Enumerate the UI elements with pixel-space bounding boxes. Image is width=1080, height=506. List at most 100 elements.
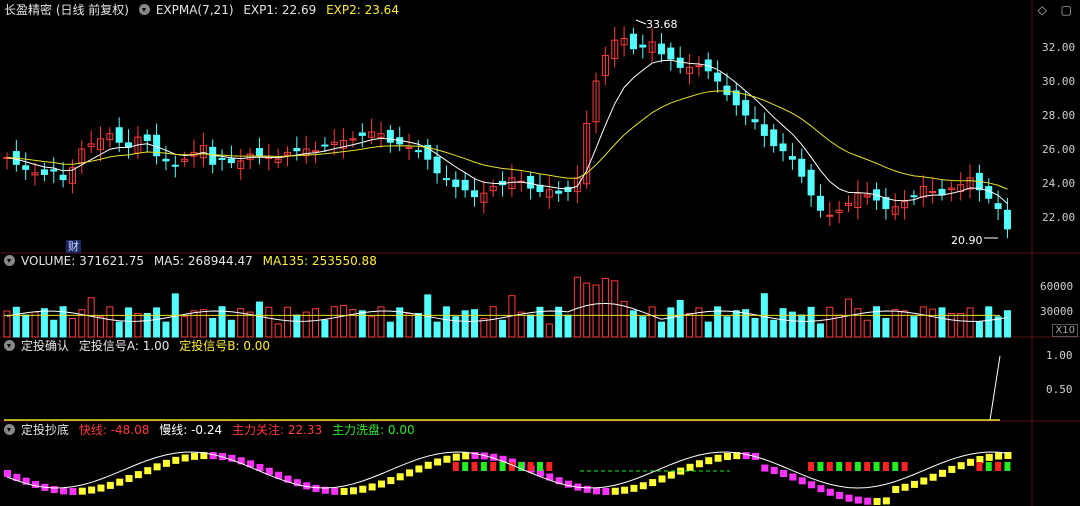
volume-bar xyxy=(770,319,778,338)
exp1-line xyxy=(6,59,1008,205)
bottom-signal-block xyxy=(32,481,40,489)
volume-bar xyxy=(929,308,937,338)
bottom-signal-block xyxy=(293,479,301,487)
candle-body xyxy=(985,186,993,199)
vol-tick-60000: 60000 xyxy=(1040,280,1074,293)
confirm-header: 定投确认 定投信号A: 1.00 定投信号B: 0.00 xyxy=(4,338,276,354)
bottom-signal-block xyxy=(387,477,395,485)
volume-bar xyxy=(284,306,291,338)
bottom-signal-block xyxy=(144,467,152,475)
volume-bar xyxy=(873,306,881,338)
volume-bar xyxy=(246,311,254,338)
candle-body xyxy=(695,65,703,68)
fast-line-value: 快线: -48.08 xyxy=(78,423,150,437)
volume-bar xyxy=(153,307,161,338)
bottom-signal-block xyxy=(116,478,124,486)
bottom-signal-block xyxy=(443,455,451,463)
candle-body xyxy=(471,190,478,198)
volume-bar xyxy=(676,300,684,338)
volume-bar xyxy=(255,301,263,338)
main-attention-block xyxy=(490,462,497,471)
diamond-icon[interactable]: ◇ xyxy=(1037,3,1047,17)
candle-body xyxy=(938,188,946,196)
ma5-value: MA5: 268944.47 xyxy=(153,254,253,268)
candle-body xyxy=(218,157,226,160)
candle-body xyxy=(321,144,329,147)
signal-b-value: 定投信号B: 0.00 xyxy=(179,339,271,353)
finance-tag[interactable]: 财 xyxy=(66,240,81,253)
main-attention-block xyxy=(518,462,525,471)
candle-body xyxy=(966,177,974,190)
bottom-signal-block xyxy=(854,496,862,504)
volume-bar xyxy=(115,321,123,338)
bottom-signal-block xyxy=(536,469,544,477)
candle-body xyxy=(97,138,104,151)
bottom-signal-block xyxy=(256,463,264,471)
y-tick-26: 26.00 xyxy=(1042,143,1076,156)
candle-body xyxy=(284,151,291,156)
candle-body xyxy=(162,158,170,162)
candle-body xyxy=(1003,209,1011,230)
bottom-signal-block xyxy=(228,454,236,462)
bottom-signal-block xyxy=(406,469,414,477)
volume-bar xyxy=(919,306,927,338)
main-title: 长盈精密 (日线 前复权) xyxy=(4,3,129,17)
candle-body xyxy=(480,192,488,203)
volume-bar xyxy=(910,316,918,338)
candle-body xyxy=(106,133,114,141)
volume-bar xyxy=(349,309,357,338)
candle-body xyxy=(414,150,422,153)
bottom-signal-block xyxy=(630,484,638,492)
candle-body xyxy=(620,38,628,46)
bottom-signal-block xyxy=(312,484,320,492)
volume-bar xyxy=(527,314,535,338)
bottom-signal-block xyxy=(1004,452,1012,460)
candle-body xyxy=(50,169,58,172)
vol-tick-30000: 30000 xyxy=(1040,305,1074,318)
indicator-menu-icon[interactable] xyxy=(138,4,150,15)
bottom-menu-icon[interactable] xyxy=(4,424,15,435)
volume-bar xyxy=(564,314,572,338)
candle-body xyxy=(424,144,432,160)
volume-bar xyxy=(302,311,310,338)
volume-bar xyxy=(368,316,376,338)
bottom-label: 定投抄底 xyxy=(21,423,70,437)
main-attention-block xyxy=(480,462,487,471)
window-icon[interactable]: ▢ xyxy=(1060,3,1072,17)
main-attention-block xyxy=(892,462,899,471)
volume-scale-badge: X10 xyxy=(1052,324,1078,337)
bottom-signal-block xyxy=(920,477,928,485)
volume-bar xyxy=(461,310,469,338)
volume-menu-icon[interactable] xyxy=(4,255,15,266)
bottom-signal-block xyxy=(4,470,11,477)
volume-bar xyxy=(22,314,30,338)
volume-bar xyxy=(704,321,712,338)
candle-body xyxy=(919,185,927,198)
candle-body xyxy=(340,140,348,149)
y-tick-24: 24.00 xyxy=(1042,177,1076,190)
bottom-signal-block xyxy=(658,475,666,483)
candle-body xyxy=(405,146,413,149)
volume-bar xyxy=(293,314,301,338)
bottom-signal-block xyxy=(303,482,311,490)
bottom-signal-block xyxy=(742,452,750,460)
bottom-signal-block xyxy=(134,471,142,479)
bottom-header: 定投抄底 快线: -48.08 慢线: -0.24 主力关注: 22.33 主力… xyxy=(4,422,421,438)
indicator-name[interactable]: EXPMA(7,21) xyxy=(155,3,234,17)
fast-line xyxy=(6,451,1008,489)
candle-body xyxy=(629,33,637,50)
y-tick-30: 30.00 xyxy=(1042,75,1076,88)
bottom-signal-block xyxy=(817,485,825,493)
top-icons: ◇ ▢ xyxy=(1028,3,1072,17)
candle-body xyxy=(377,133,385,138)
volume-bar xyxy=(237,308,245,338)
candle-body xyxy=(648,41,656,53)
candle-body xyxy=(293,148,301,152)
bottom-signal-block xyxy=(733,452,741,460)
candle-body xyxy=(845,202,852,206)
bottom-signal-block xyxy=(162,459,170,467)
confirm-menu-icon[interactable] xyxy=(4,340,15,351)
candle-body xyxy=(87,143,95,148)
main-attention-block xyxy=(985,462,992,471)
